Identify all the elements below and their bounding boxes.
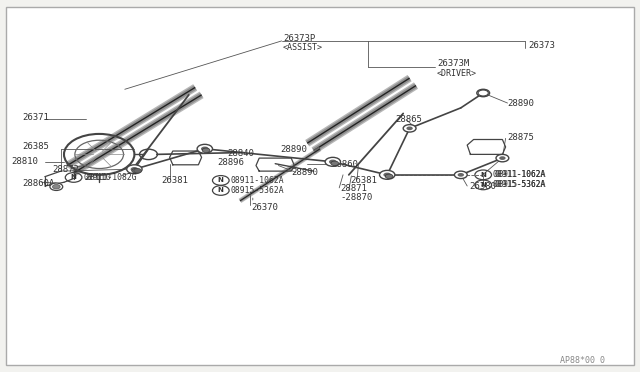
FancyBboxPatch shape xyxy=(6,7,634,365)
Text: 28860: 28860 xyxy=(332,160,358,169)
Text: 28872: 28872 xyxy=(52,165,79,174)
Circle shape xyxy=(478,90,488,96)
Text: 26371: 26371 xyxy=(22,113,49,122)
Text: 08911-1062A: 08911-1062A xyxy=(230,176,284,185)
Text: <ASSIST>: <ASSIST> xyxy=(283,43,323,52)
Text: 08911-1062A: 08911-1062A xyxy=(493,170,547,179)
Text: 28890: 28890 xyxy=(291,169,318,177)
Circle shape xyxy=(202,148,210,153)
Circle shape xyxy=(383,173,391,177)
Text: 26381: 26381 xyxy=(161,176,188,185)
Text: 26370: 26370 xyxy=(252,203,278,212)
Circle shape xyxy=(380,170,395,179)
Text: 28110: 28110 xyxy=(84,173,111,182)
Text: 08911-1062A: 08911-1062A xyxy=(495,170,545,179)
Circle shape xyxy=(197,144,212,153)
Text: 28860A: 28860A xyxy=(22,179,54,187)
Text: 26381: 26381 xyxy=(351,176,378,185)
Circle shape xyxy=(127,165,142,174)
Circle shape xyxy=(499,156,506,160)
Text: 08915-5362A: 08915-5362A xyxy=(495,180,545,189)
Text: 28840: 28840 xyxy=(227,149,254,158)
Circle shape xyxy=(50,183,63,190)
Circle shape xyxy=(454,171,467,179)
Text: 08915-5362A: 08915-5362A xyxy=(230,186,284,195)
Circle shape xyxy=(477,89,490,97)
Circle shape xyxy=(201,147,209,151)
Text: 26373: 26373 xyxy=(528,41,555,50)
Text: N: N xyxy=(480,172,486,178)
Text: 26380: 26380 xyxy=(469,182,496,191)
Text: 08911-1082G: 08911-1082G xyxy=(83,173,137,182)
Text: 26385: 26385 xyxy=(22,142,49,151)
Text: -28870: -28870 xyxy=(340,193,372,202)
Circle shape xyxy=(134,169,141,173)
Text: <DRIVER>: <DRIVER> xyxy=(437,69,477,78)
Circle shape xyxy=(458,173,464,177)
Text: N: N xyxy=(70,174,77,180)
Text: 08915-5362A: 08915-5362A xyxy=(493,180,547,189)
Circle shape xyxy=(331,161,339,166)
Text: 28865: 28865 xyxy=(396,115,422,124)
Circle shape xyxy=(132,169,140,173)
Circle shape xyxy=(52,185,60,189)
Circle shape xyxy=(496,154,509,162)
Text: 28890: 28890 xyxy=(508,99,534,108)
Text: 28896: 28896 xyxy=(218,158,244,167)
Circle shape xyxy=(403,125,416,132)
Circle shape xyxy=(385,174,393,179)
Circle shape xyxy=(329,160,337,164)
Circle shape xyxy=(406,126,413,130)
Circle shape xyxy=(325,157,340,166)
Text: 28871: 28871 xyxy=(340,185,367,193)
Text: 28875: 28875 xyxy=(508,133,534,142)
Text: 26373P: 26373P xyxy=(283,34,315,43)
Text: AP88*00 0: AP88*00 0 xyxy=(560,356,605,365)
Text: 28890: 28890 xyxy=(280,145,307,154)
Circle shape xyxy=(131,167,138,171)
Text: N: N xyxy=(480,182,486,188)
Text: 28810: 28810 xyxy=(12,157,38,166)
Text: N: N xyxy=(218,187,224,193)
Text: N: N xyxy=(218,177,224,183)
Circle shape xyxy=(480,91,486,95)
Text: 26373M: 26373M xyxy=(437,60,469,68)
